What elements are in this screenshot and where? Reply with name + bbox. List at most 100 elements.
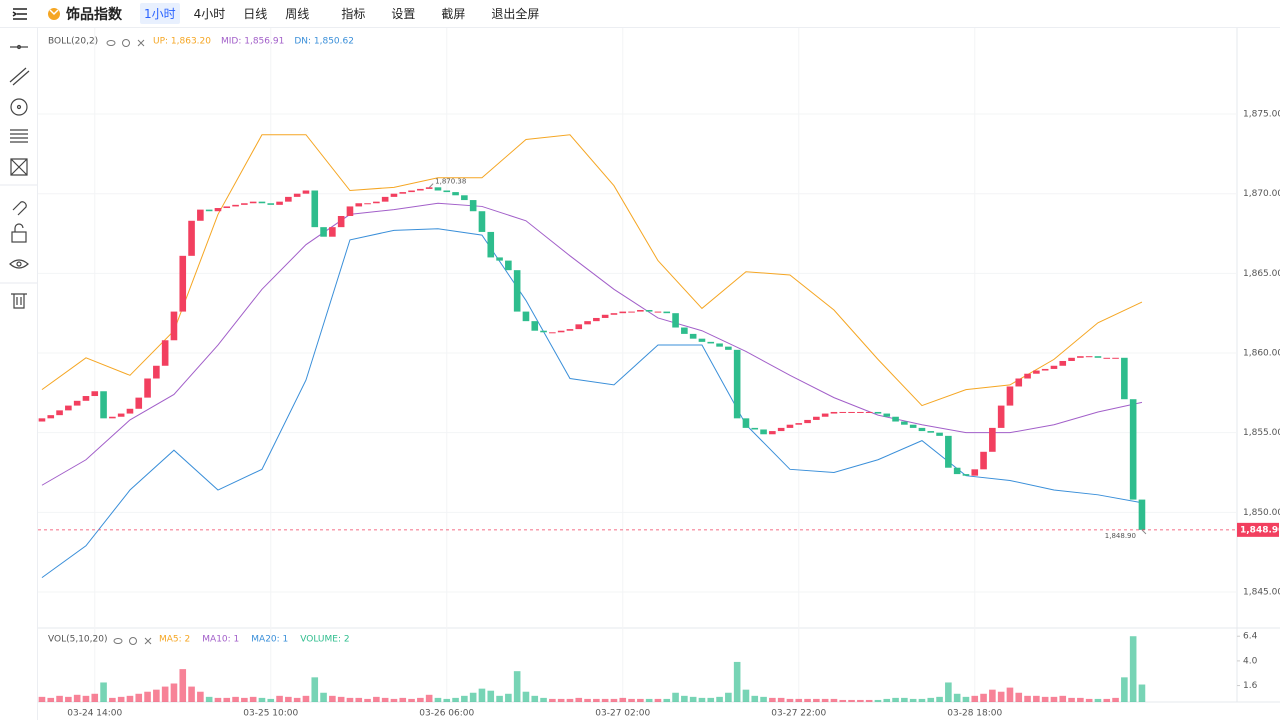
candle bbox=[839, 411, 847, 413]
volume-bar bbox=[522, 691, 530, 702]
candle bbox=[117, 413, 125, 417]
volume-bar bbox=[1121, 677, 1128, 702]
volume-bar bbox=[65, 696, 72, 702]
candle bbox=[566, 329, 574, 331]
volume-bar bbox=[170, 683, 178, 702]
candle bbox=[760, 429, 767, 435]
candle bbox=[487, 231, 495, 258]
logo-text: 饰品指数 bbox=[66, 6, 122, 23]
volume-bar bbox=[47, 697, 55, 702]
channel-tool[interactable] bbox=[9, 67, 30, 86]
fib-tool[interactable] bbox=[10, 129, 28, 143]
delete-tool[interactable] bbox=[11, 293, 27, 309]
volume-bar bbox=[936, 696, 943, 702]
candle bbox=[584, 321, 591, 325]
candle bbox=[751, 427, 759, 430]
button-group: 指标 设置 截屏 退出全屏 bbox=[319, 3, 543, 24]
interval-button[interactable]: 4小时 bbox=[193, 7, 226, 21]
candle bbox=[593, 317, 600, 322]
volume-bar bbox=[258, 697, 266, 702]
candle bbox=[874, 411, 882, 414]
volume-bar bbox=[953, 693, 961, 702]
candle bbox=[619, 311, 627, 314]
candle bbox=[1085, 356, 1093, 358]
line-tool[interactable] bbox=[10, 44, 28, 50]
volume-bar bbox=[487, 690, 495, 702]
interval-button[interactable]: 1小时 bbox=[140, 3, 180, 24]
candle bbox=[329, 227, 336, 237]
volume-legend-item: MA5: 2 bbox=[159, 635, 190, 645]
circle-tool[interactable] bbox=[10, 98, 28, 116]
candle bbox=[337, 215, 345, 228]
candle bbox=[381, 196, 389, 202]
candle bbox=[971, 469, 979, 476]
candle bbox=[672, 313, 679, 328]
drawing-tools bbox=[0, 44, 38, 309]
volume-bar bbox=[144, 691, 151, 702]
volume-bar bbox=[337, 696, 345, 702]
volume-bar bbox=[681, 695, 688, 702]
volume-bar bbox=[179, 669, 187, 702]
volume-bar bbox=[1077, 697, 1084, 702]
candle bbox=[637, 309, 644, 312]
menu-icon[interactable] bbox=[12, 7, 28, 21]
toolbar-button[interactable]: 指标 bbox=[341, 7, 366, 21]
volume-bar bbox=[249, 696, 257, 702]
annotation-label: 1,870.38 bbox=[435, 178, 466, 186]
candle bbox=[1129, 399, 1137, 500]
volume-bar bbox=[302, 695, 310, 702]
volume-bar bbox=[434, 697, 442, 702]
candle bbox=[681, 327, 688, 334]
candle bbox=[1068, 357, 1075, 361]
volume-bar bbox=[733, 661, 741, 702]
volume-bar bbox=[760, 696, 767, 702]
volume-bar bbox=[153, 689, 160, 702]
volume-legend-item: MA20: 1 bbox=[251, 635, 288, 645]
volume-bar bbox=[892, 697, 899, 702]
volume-bar bbox=[689, 696, 697, 702]
volume-bar bbox=[628, 698, 635, 702]
candle bbox=[293, 193, 301, 197]
candle bbox=[540, 330, 547, 333]
volume-legend-item: VOLUME: 2 bbox=[300, 635, 349, 645]
visibility-tool[interactable] bbox=[9, 259, 29, 269]
candle bbox=[918, 427, 926, 432]
interval-button[interactable]: 日线 bbox=[243, 7, 268, 21]
candle bbox=[399, 192, 407, 194]
toolbar-button[interactable]: 设置 bbox=[391, 7, 416, 21]
volume-bar bbox=[716, 696, 723, 702]
candle bbox=[469, 200, 477, 212]
candle bbox=[857, 411, 864, 413]
candle bbox=[285, 196, 292, 202]
volume-bar bbox=[989, 689, 996, 702]
candle bbox=[848, 411, 855, 413]
volume-legend-name: VOL(5,10,20) bbox=[48, 635, 107, 645]
y-tick-label: 1,865.00 bbox=[1243, 269, 1280, 279]
pattern-tool[interactable] bbox=[10, 158, 28, 176]
candle bbox=[267, 203, 275, 205]
volume-bar bbox=[566, 698, 574, 702]
candle bbox=[1006, 386, 1014, 406]
volume-bar bbox=[417, 697, 424, 702]
candle bbox=[249, 201, 257, 204]
lock-tool[interactable] bbox=[11, 223, 27, 243]
volume-bar bbox=[945, 682, 952, 702]
x-tick-label: 03-28 18:00 bbox=[947, 709, 1002, 719]
volume-bar bbox=[205, 696, 213, 702]
interval-button[interactable]: 周线 bbox=[285, 7, 310, 21]
toolbar-button[interactable]: 退出全屏 bbox=[491, 7, 540, 21]
volume-bar bbox=[637, 698, 644, 702]
magnet-tool[interactable] bbox=[12, 201, 27, 216]
candle bbox=[1041, 368, 1049, 371]
volume-bar bbox=[505, 693, 512, 702]
candle bbox=[645, 309, 653, 312]
volume-bar bbox=[214, 697, 222, 702]
candle bbox=[777, 427, 785, 432]
annotation-label: 1,848.90 bbox=[1105, 532, 1136, 540]
toolbar-button[interactable]: 截屏 bbox=[441, 7, 466, 21]
candle bbox=[901, 421, 908, 425]
volume-bar bbox=[100, 682, 107, 702]
volume-bar bbox=[645, 698, 653, 702]
volume-bar bbox=[443, 698, 451, 702]
volume-bar bbox=[813, 698, 820, 702]
